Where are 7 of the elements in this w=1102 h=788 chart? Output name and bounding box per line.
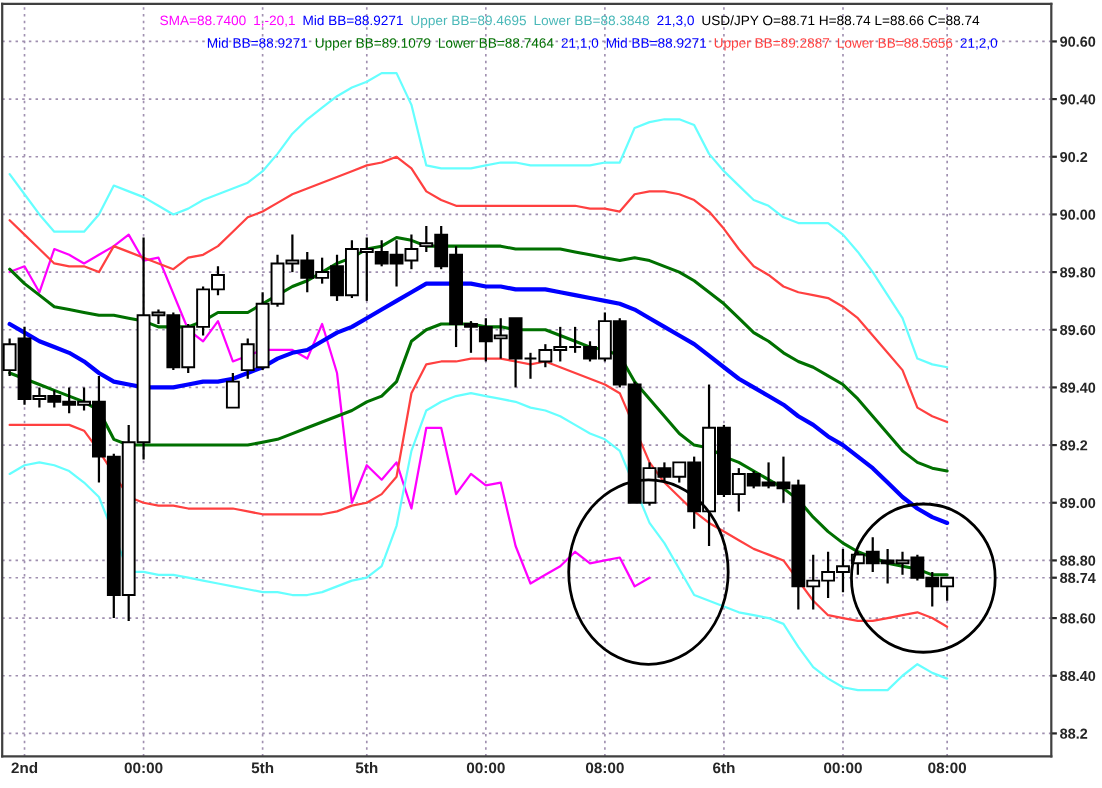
line-series — [8, 235, 949, 473]
line-series — [8, 392, 949, 692]
candlestick — [225, 371, 240, 409]
line-series — [8, 155, 949, 424]
line-series — [7, 281, 950, 526]
line-series — [8, 72, 949, 369]
line-series — [8, 233, 651, 588]
